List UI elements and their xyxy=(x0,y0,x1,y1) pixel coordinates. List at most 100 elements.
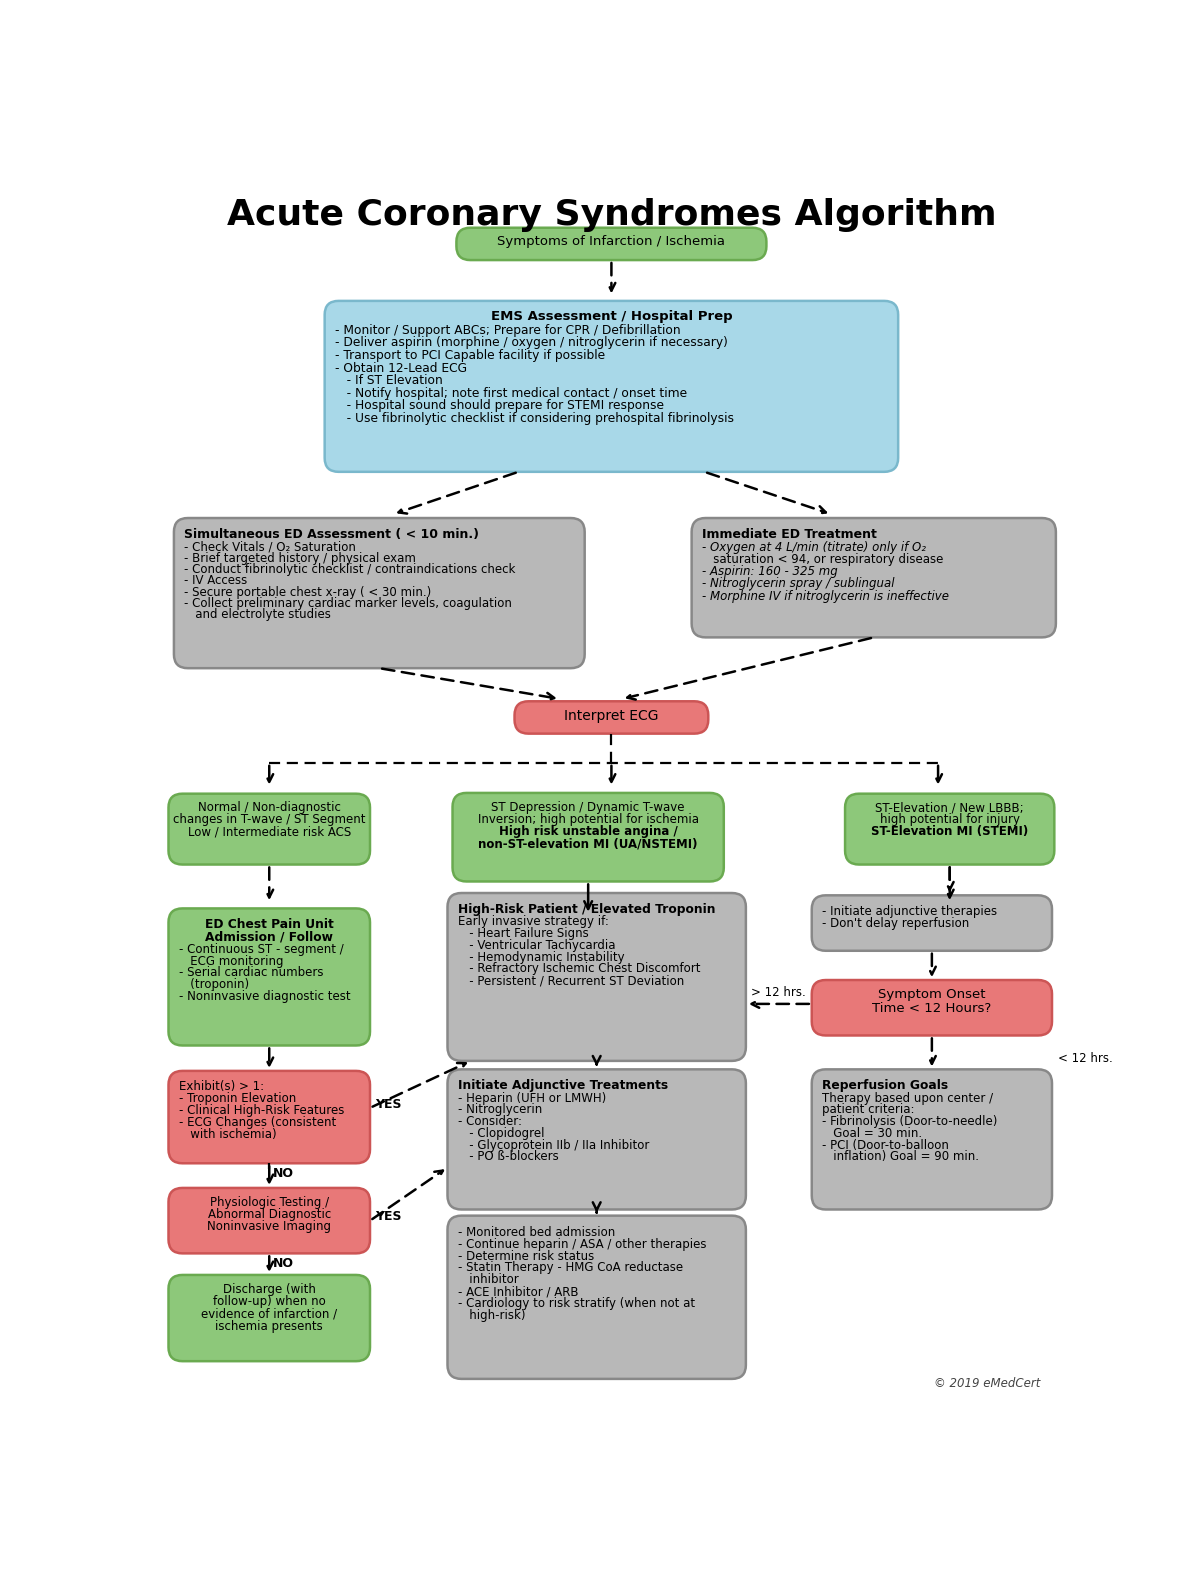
Text: < 12 hrs.: < 12 hrs. xyxy=(1058,1052,1113,1064)
Text: YES: YES xyxy=(375,1210,401,1224)
Text: - Fibrinolysis (Door-to-needle): - Fibrinolysis (Door-to-needle) xyxy=(822,1115,997,1128)
Text: Symptoms of Infarction / Ischemia: Symptoms of Infarction / Ischemia xyxy=(497,235,725,249)
Text: high potential for injury: high potential for injury xyxy=(879,814,1020,826)
Text: Physiologic Testing /: Physiologic Testing / xyxy=(210,1195,329,1208)
Text: - Continuous ST - segment /: - Continuous ST - segment / xyxy=(179,943,344,956)
Text: ST-Elevation MI (STEMI): ST-Elevation MI (STEMI) xyxy=(871,825,1028,839)
Text: - Monitored bed admission: - Monitored bed admission xyxy=(458,1225,614,1238)
Text: Discharge (with: Discharge (with xyxy=(223,1282,316,1296)
Text: Immediate ED Treatment: Immediate ED Treatment xyxy=(701,528,877,541)
Text: - IV Access: - IV Access xyxy=(184,574,247,587)
Text: ST-Elevation / New LBBB;: ST-Elevation / New LBBB; xyxy=(876,801,1024,814)
Text: Exhibit(s) > 1:: Exhibit(s) > 1: xyxy=(179,1080,264,1093)
FancyBboxPatch shape xyxy=(447,1069,746,1210)
Text: ST Depression / Dynamic T-wave: ST Depression / Dynamic T-wave xyxy=(492,801,685,814)
Text: - Heart Failure Signs: - Heart Failure Signs xyxy=(458,927,588,940)
Text: - Collect preliminary cardiac marker levels, coagulation: - Collect preliminary cardiac marker lev… xyxy=(184,598,512,610)
Text: and electrolyte studies: and electrolyte studies xyxy=(184,609,330,621)
Text: changes in T-wave / ST Segment: changes in T-wave / ST Segment xyxy=(173,814,365,826)
Text: patient criteria:: patient criteria: xyxy=(822,1104,914,1117)
Text: ECG monitoring: ECG monitoring xyxy=(179,954,283,968)
Text: © 2019 eMedCert: © 2019 eMedCert xyxy=(934,1377,1040,1389)
Text: - Monitor / Support ABCs; Prepare for CPR / Defibrillation: - Monitor / Support ABCs; Prepare for CP… xyxy=(335,323,680,337)
FancyBboxPatch shape xyxy=(811,1069,1052,1210)
Text: - Persistent / Recurrent ST Deviation: - Persistent / Recurrent ST Deviation xyxy=(458,975,684,987)
Text: - If ST Elevation: - If ST Elevation xyxy=(335,374,443,386)
Text: NO: NO xyxy=(273,1167,295,1180)
Text: - Ventricular Tachycardia: - Ventricular Tachycardia xyxy=(458,938,616,953)
Text: Noninvasive Imaging: Noninvasive Imaging xyxy=(208,1221,332,1233)
Text: - Brief targeted history / physical exam: - Brief targeted history / physical exam xyxy=(184,552,416,565)
Text: non-ST-elevation MI (UA/NSTEMI): non-ST-elevation MI (UA/NSTEMI) xyxy=(478,837,698,850)
FancyBboxPatch shape xyxy=(324,301,898,472)
Text: - Heparin (UFH or LMWH): - Heparin (UFH or LMWH) xyxy=(458,1091,606,1104)
Text: - Clinical High-Risk Features: - Clinical High-Risk Features xyxy=(179,1104,344,1117)
FancyBboxPatch shape xyxy=(845,793,1055,864)
Text: - Noninvasive diagnostic test: - Noninvasive diagnostic test xyxy=(179,990,351,1003)
Text: (troponin): (troponin) xyxy=(179,978,248,992)
Text: NO: NO xyxy=(273,1257,295,1269)
FancyBboxPatch shape xyxy=(168,908,370,1046)
FancyBboxPatch shape xyxy=(168,1274,370,1361)
FancyBboxPatch shape xyxy=(168,1187,370,1254)
Text: saturation < 94, or respiratory disease: saturation < 94, or respiratory disease xyxy=(701,554,944,566)
Text: Simultaneous ED Assessment ( < 10 min.): Simultaneous ED Assessment ( < 10 min.) xyxy=(184,528,480,541)
Text: Inversion; high potential for ischemia: Inversion; high potential for ischemia xyxy=(477,812,699,826)
Text: - PO ß-blockers: - PO ß-blockers xyxy=(458,1151,558,1164)
Text: evidence of infarction /: evidence of infarction / xyxy=(202,1307,338,1320)
Text: Interpret ECG: Interpret ECG xyxy=(564,710,659,722)
Text: - Conduct fibrinolytic checklist / contraindications check: - Conduct fibrinolytic checklist / contr… xyxy=(184,563,515,576)
Text: inflation) Goal = 90 min.: inflation) Goal = 90 min. xyxy=(822,1151,978,1164)
Text: - Glycoprotein IIb / IIa Inhibitor: - Glycoprotein IIb / IIa Inhibitor xyxy=(458,1139,649,1151)
Text: - Deliver aspirin (morphine / oxygen / nitroglycerin if necessary): - Deliver aspirin (morphine / oxygen / n… xyxy=(335,336,728,350)
FancyBboxPatch shape xyxy=(811,979,1052,1036)
Text: - Determine risk status: - Determine risk status xyxy=(458,1249,594,1263)
Text: Reperfusion Goals: Reperfusion Goals xyxy=(822,1079,948,1093)
Text: - Nitroglycerin spray / sublingual: - Nitroglycerin spray / sublingual xyxy=(701,577,895,590)
Text: Early invasive strategy if:: Early invasive strategy if: xyxy=(458,915,608,929)
Text: - Troponin Elevation: - Troponin Elevation xyxy=(179,1091,296,1105)
FancyBboxPatch shape xyxy=(811,896,1052,951)
Text: - Hemodynamic Instability: - Hemodynamic Instability xyxy=(458,951,624,964)
Text: - Notify hospital; note first medical contact / onset time: - Notify hospital; note first medical co… xyxy=(335,386,687,399)
Text: - Oxygen at 4 L/min (titrate) only if O₂: - Oxygen at 4 L/min (titrate) only if O₂ xyxy=(701,541,926,554)
Text: Acute Coronary Syndromes Algorithm: Acute Coronary Syndromes Algorithm xyxy=(227,199,996,232)
Text: Initiate Adjunctive Treatments: Initiate Adjunctive Treatments xyxy=(458,1079,668,1093)
Text: Normal / Non-diagnostic: Normal / Non-diagnostic xyxy=(198,801,341,814)
Text: - Morphine IV if nitroglycerin is ineffective: - Morphine IV if nitroglycerin is ineffe… xyxy=(701,590,948,602)
Text: - Continue heparin / ASA / other therapies: - Continue heparin / ASA / other therapi… xyxy=(458,1238,706,1251)
FancyBboxPatch shape xyxy=(452,793,724,882)
Text: Admission / Follow: Admission / Follow xyxy=(205,930,333,943)
Text: High risk unstable angina /: High risk unstable angina / xyxy=(499,825,678,837)
Text: EMS Assessment / Hospital Prep: EMS Assessment / Hospital Prep xyxy=(490,311,733,323)
Text: Goal = 30 min.: Goal = 30 min. xyxy=(822,1128,922,1140)
Text: - Check Vitals / O₂ Saturation: - Check Vitals / O₂ Saturation xyxy=(184,539,356,554)
Text: - Transport to PCI Capable facility if possible: - Transport to PCI Capable facility if p… xyxy=(335,349,605,361)
Text: Therapy based upon center /: Therapy based upon center / xyxy=(822,1091,993,1104)
Text: - Secure portable chest x-ray ( < 30 min.): - Secure portable chest x-ray ( < 30 min… xyxy=(184,585,431,599)
FancyBboxPatch shape xyxy=(447,893,746,1061)
Text: - Clopidogrel: - Clopidogrel xyxy=(458,1128,544,1140)
Text: - Obtain 12-Lead ECG: - Obtain 12-Lead ECG xyxy=(335,361,466,374)
Text: YES: YES xyxy=(375,1098,401,1110)
Text: Time < 12 Hours?: Time < 12 Hours? xyxy=(872,1003,991,1016)
Text: - Consider:: - Consider: xyxy=(458,1115,521,1128)
Text: Symptom Onset: Symptom Onset xyxy=(878,987,985,1001)
FancyBboxPatch shape xyxy=(692,517,1056,637)
FancyBboxPatch shape xyxy=(174,517,585,669)
Text: Low / Intermediate risk ACS: Low / Intermediate risk ACS xyxy=(187,825,351,839)
Text: - Use fibrinolytic checklist if considering prehospital fibrinolysis: - Use fibrinolytic checklist if consider… xyxy=(335,412,734,424)
Text: ischemia presents: ischemia presents xyxy=(216,1320,323,1333)
Text: follow-up) when no: follow-up) when no xyxy=(212,1295,326,1307)
Text: Abnormal Diagnostic: Abnormal Diagnostic xyxy=(208,1208,330,1221)
FancyBboxPatch shape xyxy=(447,1216,746,1378)
Text: inhibitor: inhibitor xyxy=(458,1273,518,1287)
FancyBboxPatch shape xyxy=(168,1071,370,1164)
Text: - Aspirin: 160 - 325 mg: - Aspirin: 160 - 325 mg xyxy=(701,565,837,579)
Text: > 12 hrs.: > 12 hrs. xyxy=(750,986,805,998)
Text: - PCI (Door-to-balloon: - PCI (Door-to-balloon xyxy=(822,1139,948,1151)
Text: high-risk): high-risk) xyxy=(458,1309,525,1322)
Text: High-Risk Patient / Elevated Troponin: High-Risk Patient / Elevated Troponin xyxy=(458,904,715,916)
Text: - Nitroglycerin: - Nitroglycerin xyxy=(458,1104,542,1117)
Text: - ECG Changes (consistent: - ECG Changes (consistent xyxy=(179,1117,335,1129)
